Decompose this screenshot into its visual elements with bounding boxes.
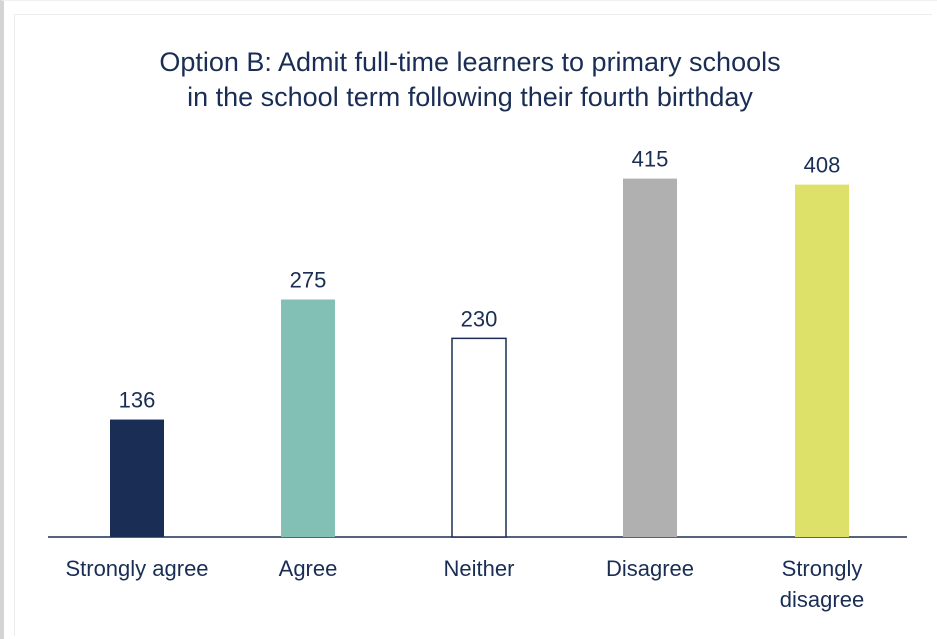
data-label-2: 230	[461, 306, 498, 331]
data-label-1: 275	[290, 268, 327, 293]
category-label-0: Strongly agree	[65, 556, 208, 581]
data-label-4: 408	[804, 153, 841, 178]
category-label-3: Disagree	[606, 556, 694, 581]
bar-0	[110, 419, 164, 537]
category-label-4-line-1: disagree	[780, 587, 864, 612]
category-label-1: Agree	[279, 556, 338, 581]
chart-panel-border	[14, 14, 932, 636]
bar-4	[795, 184, 849, 538]
data-label-0: 136	[119, 388, 156, 413]
bar-2	[451, 337, 507, 538]
bar-1	[281, 299, 335, 537]
chart-title-line-1: Option B: Admit full-time learners to pr…	[159, 47, 781, 77]
chart-title: Option B: Admit full-time learners to pr…	[60, 45, 880, 115]
chart-title-line-2: in the school term following their fourt…	[187, 82, 753, 112]
data-label-3: 415	[632, 147, 669, 172]
bar-3	[623, 178, 677, 537]
category-label-2: Neither	[444, 556, 515, 581]
category-label-4-line-0: Strongly	[782, 556, 863, 581]
